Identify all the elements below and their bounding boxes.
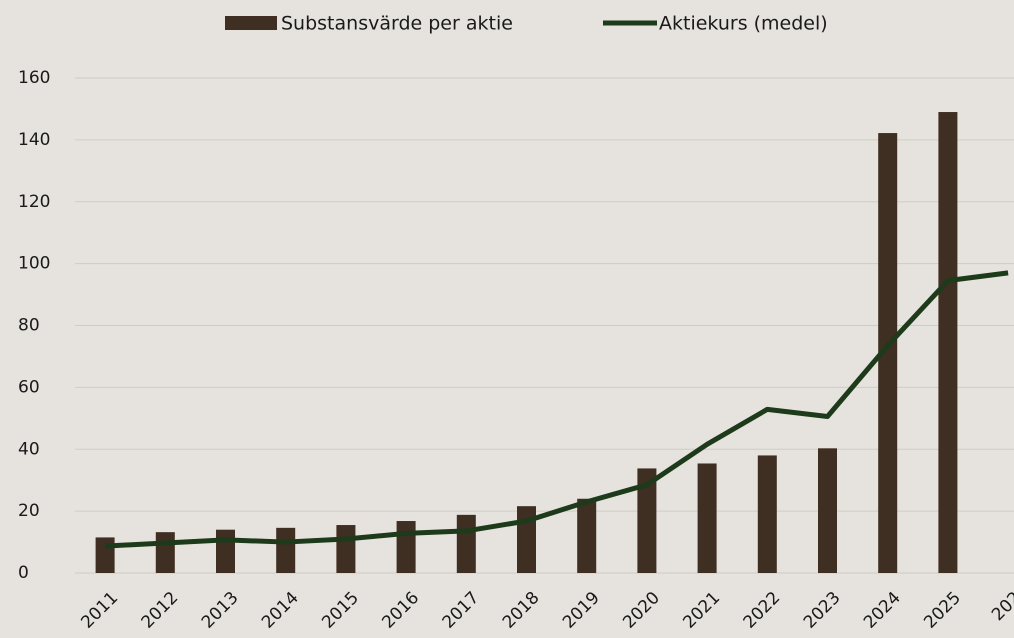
bar	[95, 537, 115, 573]
x-tick-label: 2022	[740, 588, 785, 633]
legend-label: Aktiekurs (medel)	[659, 13, 828, 35]
bar	[637, 468, 657, 573]
y-tick-label: 140	[18, 130, 50, 150]
bar	[155, 532, 175, 573]
bar	[757, 455, 777, 573]
y-tick-label: 20	[18, 501, 40, 521]
legend-swatch	[225, 16, 277, 30]
y-tick-label: 40	[18, 439, 40, 459]
x-tick-label: 2013	[198, 588, 243, 633]
x-tick-label: 2021	[679, 588, 724, 633]
x-tick-label: 2014	[258, 588, 303, 633]
bar	[276, 527, 296, 573]
y-tick-label: 60	[18, 377, 40, 397]
x-tick-label: 202	[988, 588, 1014, 625]
y-tick-label: 160	[18, 68, 50, 88]
bar	[336, 525, 356, 573]
x-tick-label: 2024	[860, 588, 905, 633]
bar	[818, 448, 837, 573]
bar	[517, 506, 536, 573]
x-tick-label: 2018	[499, 588, 544, 633]
x-tick-label: 2025	[920, 588, 965, 633]
y-tick-label: 120	[18, 192, 50, 212]
y-tick-label: 100	[18, 254, 50, 274]
x-tick-label: 2011	[77, 588, 122, 633]
x-tick-label: 2023	[800, 588, 845, 633]
bar	[878, 133, 898, 573]
bar	[396, 521, 416, 573]
x-tick-label: 2019	[559, 588, 604, 633]
y-tick-label: 0	[18, 563, 29, 583]
x-tick-label: 2015	[318, 588, 363, 633]
legend-label: Substansvärde per aktie	[281, 13, 513, 35]
y-tick-label: 80	[18, 316, 40, 336]
bar	[456, 514, 476, 573]
bar	[216, 529, 235, 573]
line	[104, 270, 1009, 549]
x-tick-label: 2020	[619, 588, 664, 633]
bar	[697, 463, 717, 573]
x-tick-label: 2016	[378, 588, 423, 633]
x-tick-label: 2012	[138, 588, 183, 633]
bar	[938, 112, 958, 573]
bar	[577, 498, 597, 573]
x-tick-label: 2017	[439, 588, 484, 633]
